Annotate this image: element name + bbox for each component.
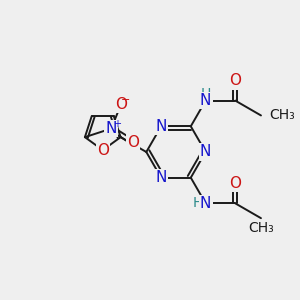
Text: H: H: [193, 196, 203, 210]
Text: N: N: [200, 145, 211, 160]
Text: N: N: [106, 121, 117, 136]
Text: +: +: [113, 119, 121, 129]
Text: CH₃: CH₃: [248, 221, 274, 235]
Text: O: O: [229, 176, 241, 191]
Text: −: −: [121, 95, 130, 105]
Text: O: O: [127, 135, 139, 150]
Text: N: N: [155, 119, 167, 134]
Text: O: O: [97, 142, 109, 158]
Text: N: N: [200, 196, 211, 211]
Text: N: N: [200, 93, 211, 108]
Text: CH₃: CH₃: [269, 108, 295, 122]
Text: H: H: [200, 87, 211, 101]
Text: O: O: [115, 97, 127, 112]
Text: N: N: [155, 170, 167, 185]
Text: O: O: [229, 73, 241, 88]
